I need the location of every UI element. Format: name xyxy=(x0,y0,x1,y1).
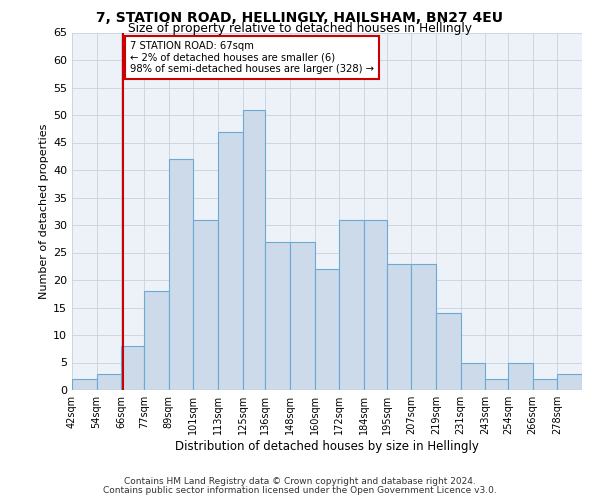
Y-axis label: Number of detached properties: Number of detached properties xyxy=(39,124,49,299)
Bar xyxy=(485,379,508,390)
Bar xyxy=(242,110,265,390)
Text: 7 STATION ROAD: 67sqm
← 2% of detached houses are smaller (6)
98% of semi-detach: 7 STATION ROAD: 67sqm ← 2% of detached h… xyxy=(130,41,374,74)
Bar xyxy=(557,374,582,390)
Bar xyxy=(218,132,242,390)
X-axis label: Distribution of detached houses by size in Hellingly: Distribution of detached houses by size … xyxy=(175,440,479,453)
Bar xyxy=(533,379,557,390)
Bar xyxy=(290,242,314,390)
Bar xyxy=(121,346,144,390)
Text: Size of property relative to detached houses in Hellingly: Size of property relative to detached ho… xyxy=(128,22,472,35)
Bar xyxy=(386,264,412,390)
Bar xyxy=(193,220,218,390)
Text: Contains public sector information licensed under the Open Government Licence v3: Contains public sector information licen… xyxy=(103,486,497,495)
Bar xyxy=(364,220,386,390)
Bar xyxy=(340,220,364,390)
Bar xyxy=(72,379,97,390)
Bar xyxy=(436,313,461,390)
Text: 7, STATION ROAD, HELLINGLY, HAILSHAM, BN27 4EU: 7, STATION ROAD, HELLINGLY, HAILSHAM, BN… xyxy=(97,11,503,25)
Bar xyxy=(412,264,436,390)
Bar xyxy=(169,159,193,390)
Bar xyxy=(508,362,533,390)
Bar xyxy=(97,374,121,390)
Bar xyxy=(314,269,340,390)
Text: Contains HM Land Registry data © Crown copyright and database right 2024.: Contains HM Land Registry data © Crown c… xyxy=(124,477,476,486)
Bar xyxy=(265,242,290,390)
Bar xyxy=(461,362,485,390)
Bar xyxy=(144,291,169,390)
